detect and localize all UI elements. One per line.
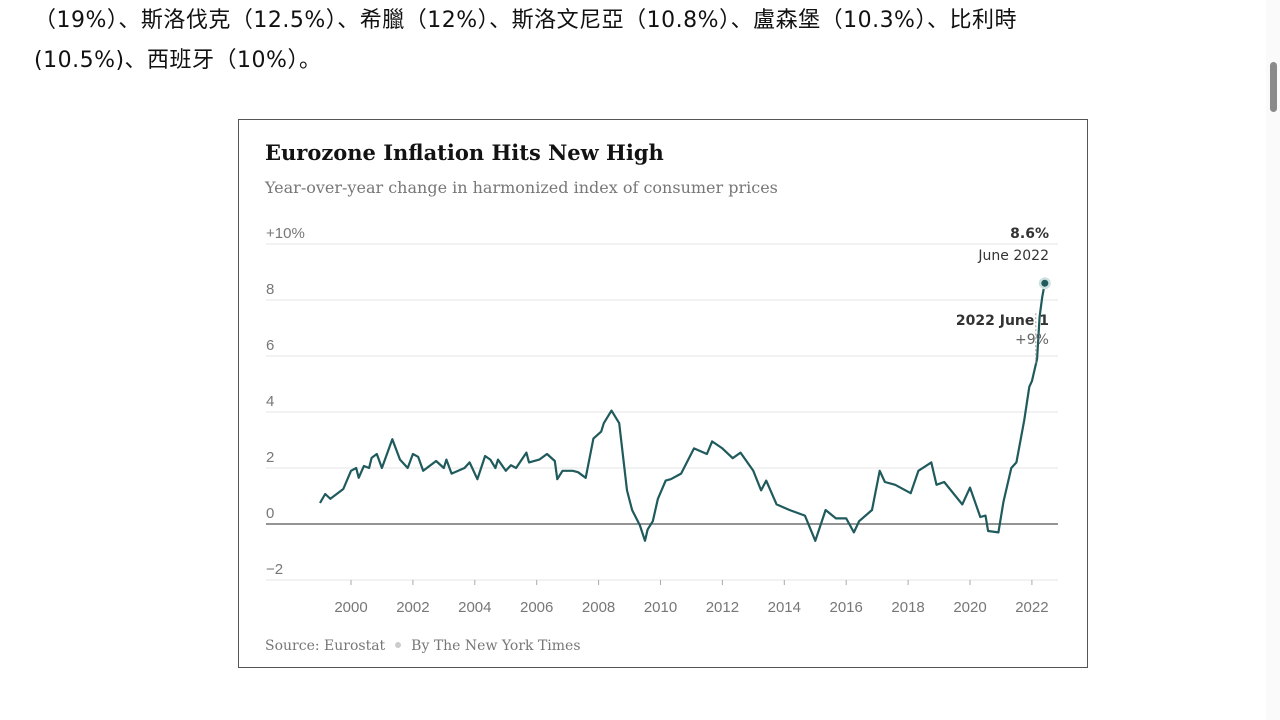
y-tick-label: 6 (266, 337, 274, 354)
article-paragraph-line: (10.5%)、西班牙（10%）。 (34, 48, 322, 73)
scrollbar-thumb[interactable] (1270, 62, 1277, 112)
x-tick-label: 2004 (458, 599, 491, 616)
x-tick-label: 2002 (396, 599, 429, 616)
article-paragraph-line: （19%）、斯洛伐克（12.5%）、希臘（12%）、斯洛文尼亞（10.8%）、盧… (34, 8, 1017, 33)
x-tick-label: 2012 (706, 599, 739, 616)
x-tick-label: 2014 (768, 599, 801, 616)
tooltip-date: 2022 June 1 (955, 313, 1049, 329)
separator-dot (395, 642, 402, 648)
y-tick-label: 8 (266, 281, 274, 298)
x-tick-label: 2000 (334, 599, 367, 616)
chart-plot[interactable]: +10% 8 6 4 2 0 −2 2000 2002 2004 2006 2008 2010 2012 2… (239, 120, 1089, 669)
scrollbar[interactable] (1266, 0, 1280, 720)
latest-value-label: 8.6% (1010, 226, 1049, 242)
x-tick-label: 2010 (644, 599, 677, 616)
inflation-chart: Eurozone Inflation Hits New High Year-ov… (238, 119, 1088, 668)
chart-title: Eurozone Inflation Hits New High (265, 140, 664, 165)
source-text: Source: Eurostat (265, 638, 386, 654)
y-tick-label: 2 (266, 449, 274, 466)
chart-source: Source: Eurostat By The New York Times (265, 638, 581, 654)
y-tick-label: +10% (266, 225, 305, 242)
inflation-line (319, 282, 1046, 542)
x-tick-label: 2020 (953, 599, 986, 616)
x-tick-label: 2022 (1015, 599, 1048, 616)
latest-date-label: June 2022 (978, 248, 1049, 264)
tooltip-value: +9% (1015, 332, 1049, 348)
x-tick-label: 2008 (582, 599, 615, 616)
y-tick-label: 4 (266, 393, 274, 410)
y-tick-label: 0 (266, 505, 274, 522)
x-tick-label: 2018 (891, 599, 924, 616)
byline-text: By The New York Times (411, 638, 581, 654)
y-tick-label: −2 (266, 561, 283, 578)
latest-point (1041, 279, 1049, 287)
x-tick-label: 2016 (830, 599, 863, 616)
x-tick-label: 2006 (520, 599, 553, 616)
chart-subtitle: Year-over-year change in harmonized inde… (265, 178, 778, 197)
